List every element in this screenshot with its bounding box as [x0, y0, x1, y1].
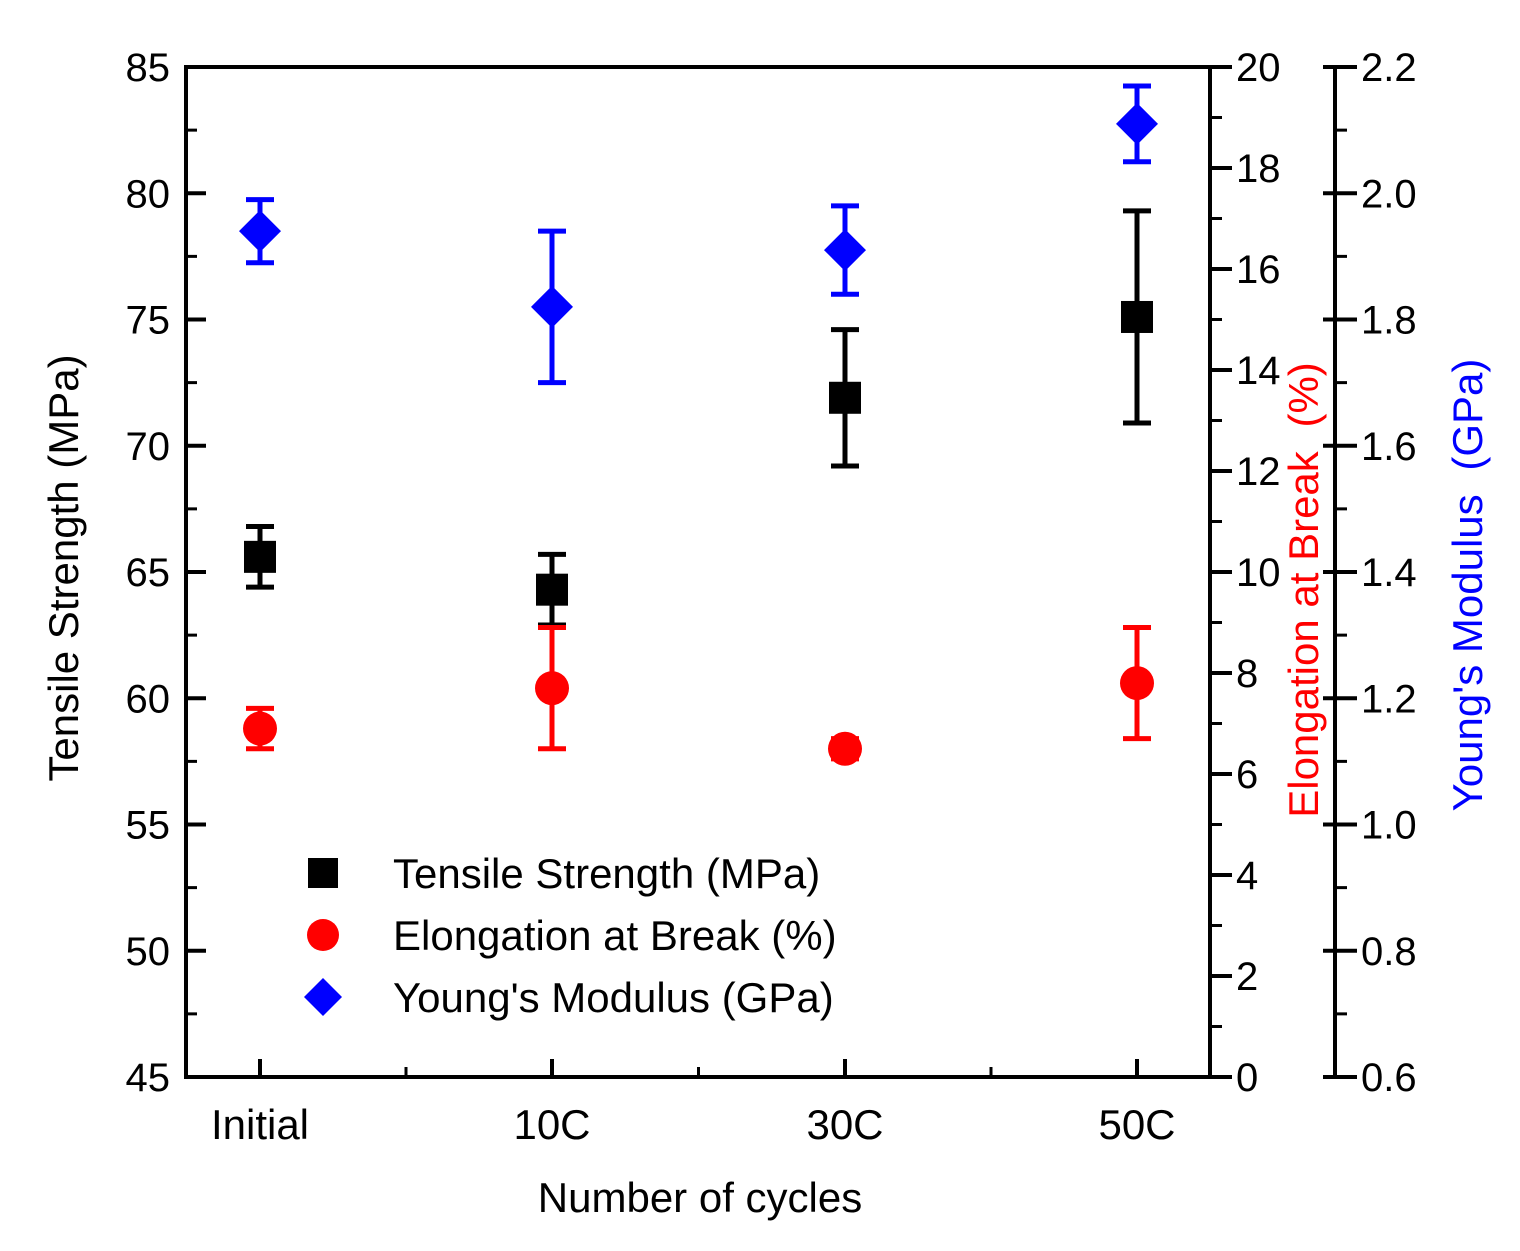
legend-marker-circle [307, 919, 339, 951]
modulus-point [824, 229, 866, 272]
modulus-axis-tick-label: 1.2 [1361, 677, 1417, 721]
elongation-axis-tick-label: 12 [1236, 450, 1281, 494]
elongation-point [1120, 666, 1154, 701]
axes-layer: 45 50 55 60 65 70 75 80 85 0 2 4 6 8 10 12 14 16 18 20 0.6 0.… [126, 46, 1417, 1148]
x-axis-tick-label: Initial [211, 1101, 309, 1148]
tensile-point [244, 540, 276, 573]
left-axis-title: Tensile Strength (MPa) [40, 354, 87, 781]
modulus-axis-tick-label: 1.4 [1361, 551, 1417, 595]
legend-label: Elongation at Break (%) [393, 912, 837, 959]
elongation-axis-tick-label: 16 [1236, 248, 1281, 292]
modulus-point [531, 285, 573, 328]
elongation-axis-tick-label: 2 [1236, 955, 1258, 999]
elongation-point [243, 711, 277, 746]
modulus-axis-tick-label: 1.6 [1361, 425, 1417, 469]
left-axis-tick-label: 70 [126, 425, 171, 469]
elongation-axis-title-main: Elongation at Break [1280, 450, 1327, 818]
x-axis-tick-label: 50C [1098, 1101, 1175, 1148]
modulus-axis-tick-label: 2.2 [1361, 46, 1417, 90]
legend: Tensile Strength (MPa) Elongation at Bre… [304, 850, 837, 1021]
elongation-axis-title-unit: (%) [1280, 362, 1327, 427]
modulus-axis-tick-label: 1.0 [1361, 804, 1417, 848]
elongation-axis-title: Elongation at Break (%) [1280, 362, 1327, 818]
left-axis-tick-label: 65 [126, 551, 171, 595]
elongation-axis-tick-label: 8 [1236, 652, 1258, 696]
modulus-axis-tick-label: 0.6 [1361, 1056, 1417, 1100]
left-axis-tick-label: 45 [126, 1056, 171, 1100]
left-axis-tick-label: 75 [126, 299, 171, 343]
modulus-axis-title-main: Young's Modulus [1444, 494, 1491, 811]
x-axis-title: Number of cycles [538, 1174, 862, 1221]
x-axis-tick-label: 10C [513, 1101, 590, 1148]
elongation-axis-tick-label: 0 [1236, 1056, 1258, 1100]
left-axis-tick-label: 85 [126, 46, 171, 90]
legend-marker-diamond [304, 978, 342, 1016]
left-axis-tick-label: 55 [126, 804, 171, 848]
left-axis-tick-label: 50 [126, 930, 171, 974]
elongation-axis-tick-label: 14 [1236, 349, 1281, 393]
left-axis-tick-label: 60 [126, 677, 171, 721]
legend-marker-square [308, 858, 338, 888]
legend-label: Young's Modulus (GPa) [393, 974, 834, 1021]
modulus-axis-tick-label: 2.0 [1361, 172, 1417, 216]
modulus-axis-tick-label: 0.8 [1361, 930, 1417, 974]
left-axis-tick-label: 80 [126, 172, 171, 216]
elongation-axis-tick-label: 10 [1236, 551, 1281, 595]
tensile-point [1121, 300, 1153, 333]
elongation-axis-tick-label: 18 [1236, 147, 1281, 191]
tensile-point [829, 381, 861, 414]
elongation-point [828, 731, 862, 766]
modulus-axis-title-unit: (GPa) [1444, 359, 1491, 471]
x-axis-tick-label: 30C [806, 1101, 883, 1148]
elongation-point [535, 671, 569, 706]
legend-label: Tensile Strength (MPa) [393, 850, 820, 897]
tensile-point [536, 573, 568, 606]
marks-layer [239, 83, 1158, 766]
elongation-axis-tick-label: 20 [1236, 46, 1281, 90]
elongation-axis-tick-label: 4 [1236, 854, 1258, 898]
modulus-point [239, 210, 281, 253]
modulus-axis-title: Young's Modulus (GPa) [1444, 359, 1491, 812]
modulus-axis-tick-label: 1.8 [1361, 299, 1417, 343]
modulus-point [1116, 102, 1158, 145]
elongation-axis-tick-label: 6 [1236, 753, 1258, 797]
